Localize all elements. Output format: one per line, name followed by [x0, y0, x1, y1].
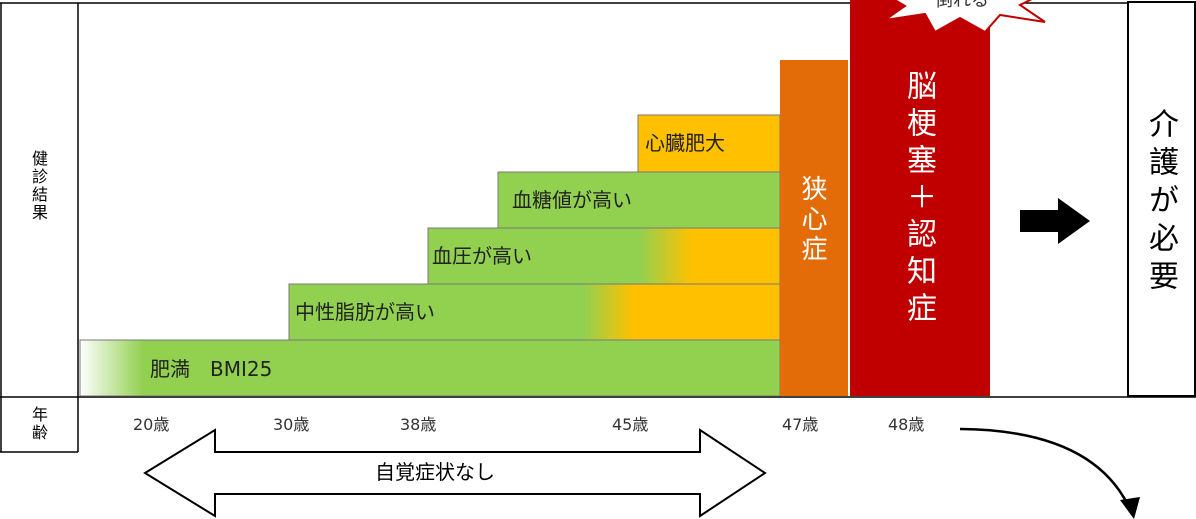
age: 48歳	[888, 415, 925, 434]
starburst	[884, 0, 1046, 34]
care-box	[1127, 1, 1196, 397]
age: 20歳	[133, 415, 170, 434]
step-label: 血糖値が高い	[512, 188, 632, 212]
age: 30歳	[273, 415, 310, 434]
step-label: 中性脂肪が高い	[295, 300, 435, 324]
step-label: 肥満 BMI25	[150, 357, 273, 381]
no-symptom-label: 自覚症状なし	[375, 460, 495, 484]
step-label: 心臓肥大	[645, 131, 725, 155]
arrow-head	[1120, 497, 1140, 519]
stroke-label: 脳梗塞＋認知症	[901, 70, 936, 329]
curved-arrow	[959, 427, 1130, 506]
age: 47歳	[782, 415, 819, 434]
angina-label: 狭心症	[797, 175, 827, 265]
step-label: 血圧が高い	[432, 244, 532, 268]
angina-bar	[780, 60, 848, 396]
care-label: 介護が必要	[1143, 108, 1178, 298]
left-label: 健診結果	[29, 150, 48, 222]
double-arrow	[143, 428, 767, 518]
age: 38歳	[400, 415, 437, 434]
age: 45歳	[612, 415, 649, 434]
age-label: 年齢	[29, 406, 48, 442]
collapse-label: 倒れる	[935, 0, 989, 11]
stroke-bar	[850, 0, 990, 396]
arrow	[1020, 198, 1090, 244]
steps	[79, 114, 781, 397]
